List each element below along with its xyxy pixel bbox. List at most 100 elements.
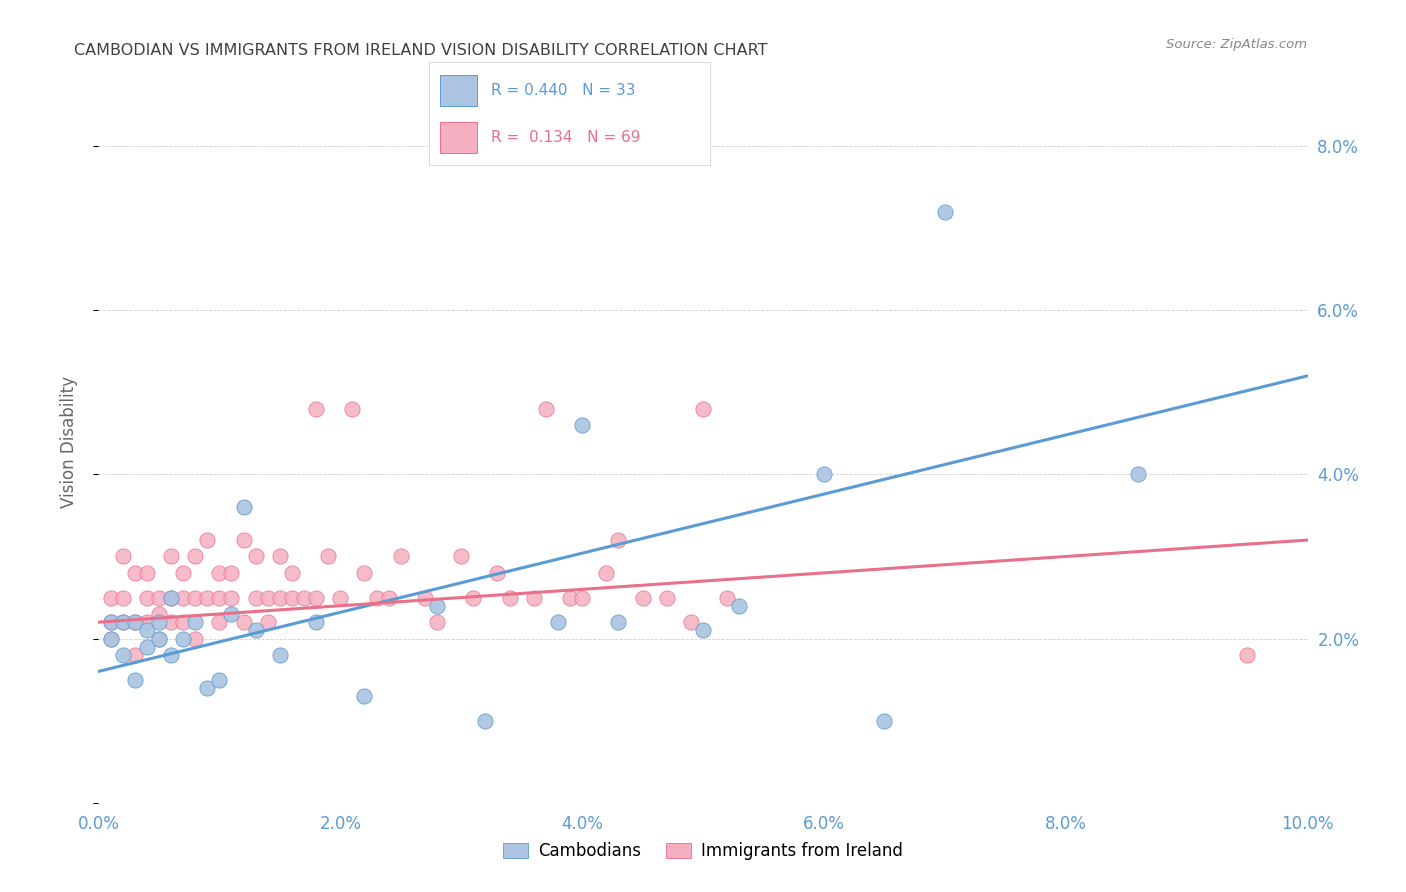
Point (305, 591, 328, 605)
Bar (440, 122, 477, 153)
Point (160, 648, 183, 662)
Point (1236, 648, 1258, 662)
Point (172, 615, 194, 630)
Point (135, 640, 157, 654)
Point (269, 591, 291, 605)
Point (148, 591, 170, 605)
Point (305, 615, 328, 630)
Point (353, 689, 375, 703)
Point (281, 591, 304, 605)
Point (692, 401, 714, 416)
Point (232, 533, 254, 547)
Point (184, 632, 207, 646)
Point (631, 591, 654, 605)
Point (111, 615, 134, 630)
Point (1128, 467, 1150, 482)
Point (148, 615, 170, 630)
Point (413, 591, 436, 605)
Point (232, 615, 254, 630)
Y-axis label: Vision Disability: Vision Disability (59, 376, 77, 508)
Point (426, 615, 449, 630)
Point (148, 607, 170, 621)
Point (655, 591, 678, 605)
Point (111, 615, 134, 630)
Point (172, 632, 194, 646)
Point (195, 591, 218, 605)
Point (184, 615, 207, 630)
Point (208, 615, 231, 630)
Text: R =  0.134   N = 69: R = 0.134 N = 69 (491, 130, 640, 145)
Text: Source: ZipAtlas.com: Source: ZipAtlas.com (1167, 38, 1308, 52)
Point (245, 624, 267, 638)
Point (208, 673, 231, 687)
Point (534, 401, 557, 416)
Point (195, 533, 218, 547)
Text: R = 0.440   N = 33: R = 0.440 N = 33 (491, 83, 636, 97)
Point (305, 401, 328, 416)
Point (148, 632, 170, 646)
Point (221, 591, 243, 605)
Point (474, 714, 496, 728)
Point (160, 615, 183, 630)
Point (172, 566, 194, 580)
Point (292, 591, 315, 605)
Bar (440, 75, 477, 105)
Legend: Cambodians, Immigrants from Ireland: Cambodians, Immigrants from Ireland (496, 836, 910, 867)
Point (498, 591, 520, 605)
Point (100, 615, 122, 630)
Point (342, 401, 364, 416)
Point (124, 566, 146, 580)
Point (111, 549, 134, 564)
Point (172, 591, 194, 605)
Point (426, 599, 449, 613)
Point (269, 648, 291, 662)
Point (486, 566, 509, 580)
Point (208, 566, 231, 580)
Point (221, 607, 243, 621)
Point (160, 591, 183, 605)
Point (160, 549, 183, 564)
Text: CAMBODIAN VS IMMIGRANTS FROM IRELAND VISION DISABILITY CORRELATION CHART: CAMBODIAN VS IMMIGRANTS FROM IRELAND VIS… (75, 44, 768, 58)
Point (329, 591, 352, 605)
Point (269, 549, 291, 564)
Point (366, 591, 388, 605)
Point (389, 549, 412, 564)
Point (135, 591, 157, 605)
Point (124, 615, 146, 630)
Point (208, 591, 231, 605)
Point (256, 615, 278, 630)
Point (607, 615, 630, 630)
Point (316, 549, 339, 564)
Point (160, 591, 183, 605)
Point (377, 591, 399, 605)
Point (934, 204, 956, 219)
Point (571, 418, 593, 433)
Point (571, 591, 593, 605)
Point (463, 591, 485, 605)
Point (692, 624, 714, 638)
Point (232, 500, 254, 515)
Point (245, 591, 267, 605)
Point (716, 591, 738, 605)
Point (679, 615, 702, 630)
Point (245, 549, 267, 564)
Point (450, 549, 472, 564)
Point (124, 673, 146, 687)
Point (607, 533, 630, 547)
Point (135, 624, 157, 638)
Point (523, 591, 546, 605)
Point (100, 615, 122, 630)
Point (111, 591, 134, 605)
Point (100, 632, 122, 646)
Point (148, 632, 170, 646)
Point (221, 566, 243, 580)
Point (135, 566, 157, 580)
Point (873, 714, 896, 728)
Point (595, 566, 617, 580)
Point (184, 591, 207, 605)
Point (111, 648, 134, 662)
Point (558, 591, 581, 605)
Point (100, 632, 122, 646)
Point (184, 549, 207, 564)
Point (195, 681, 218, 695)
